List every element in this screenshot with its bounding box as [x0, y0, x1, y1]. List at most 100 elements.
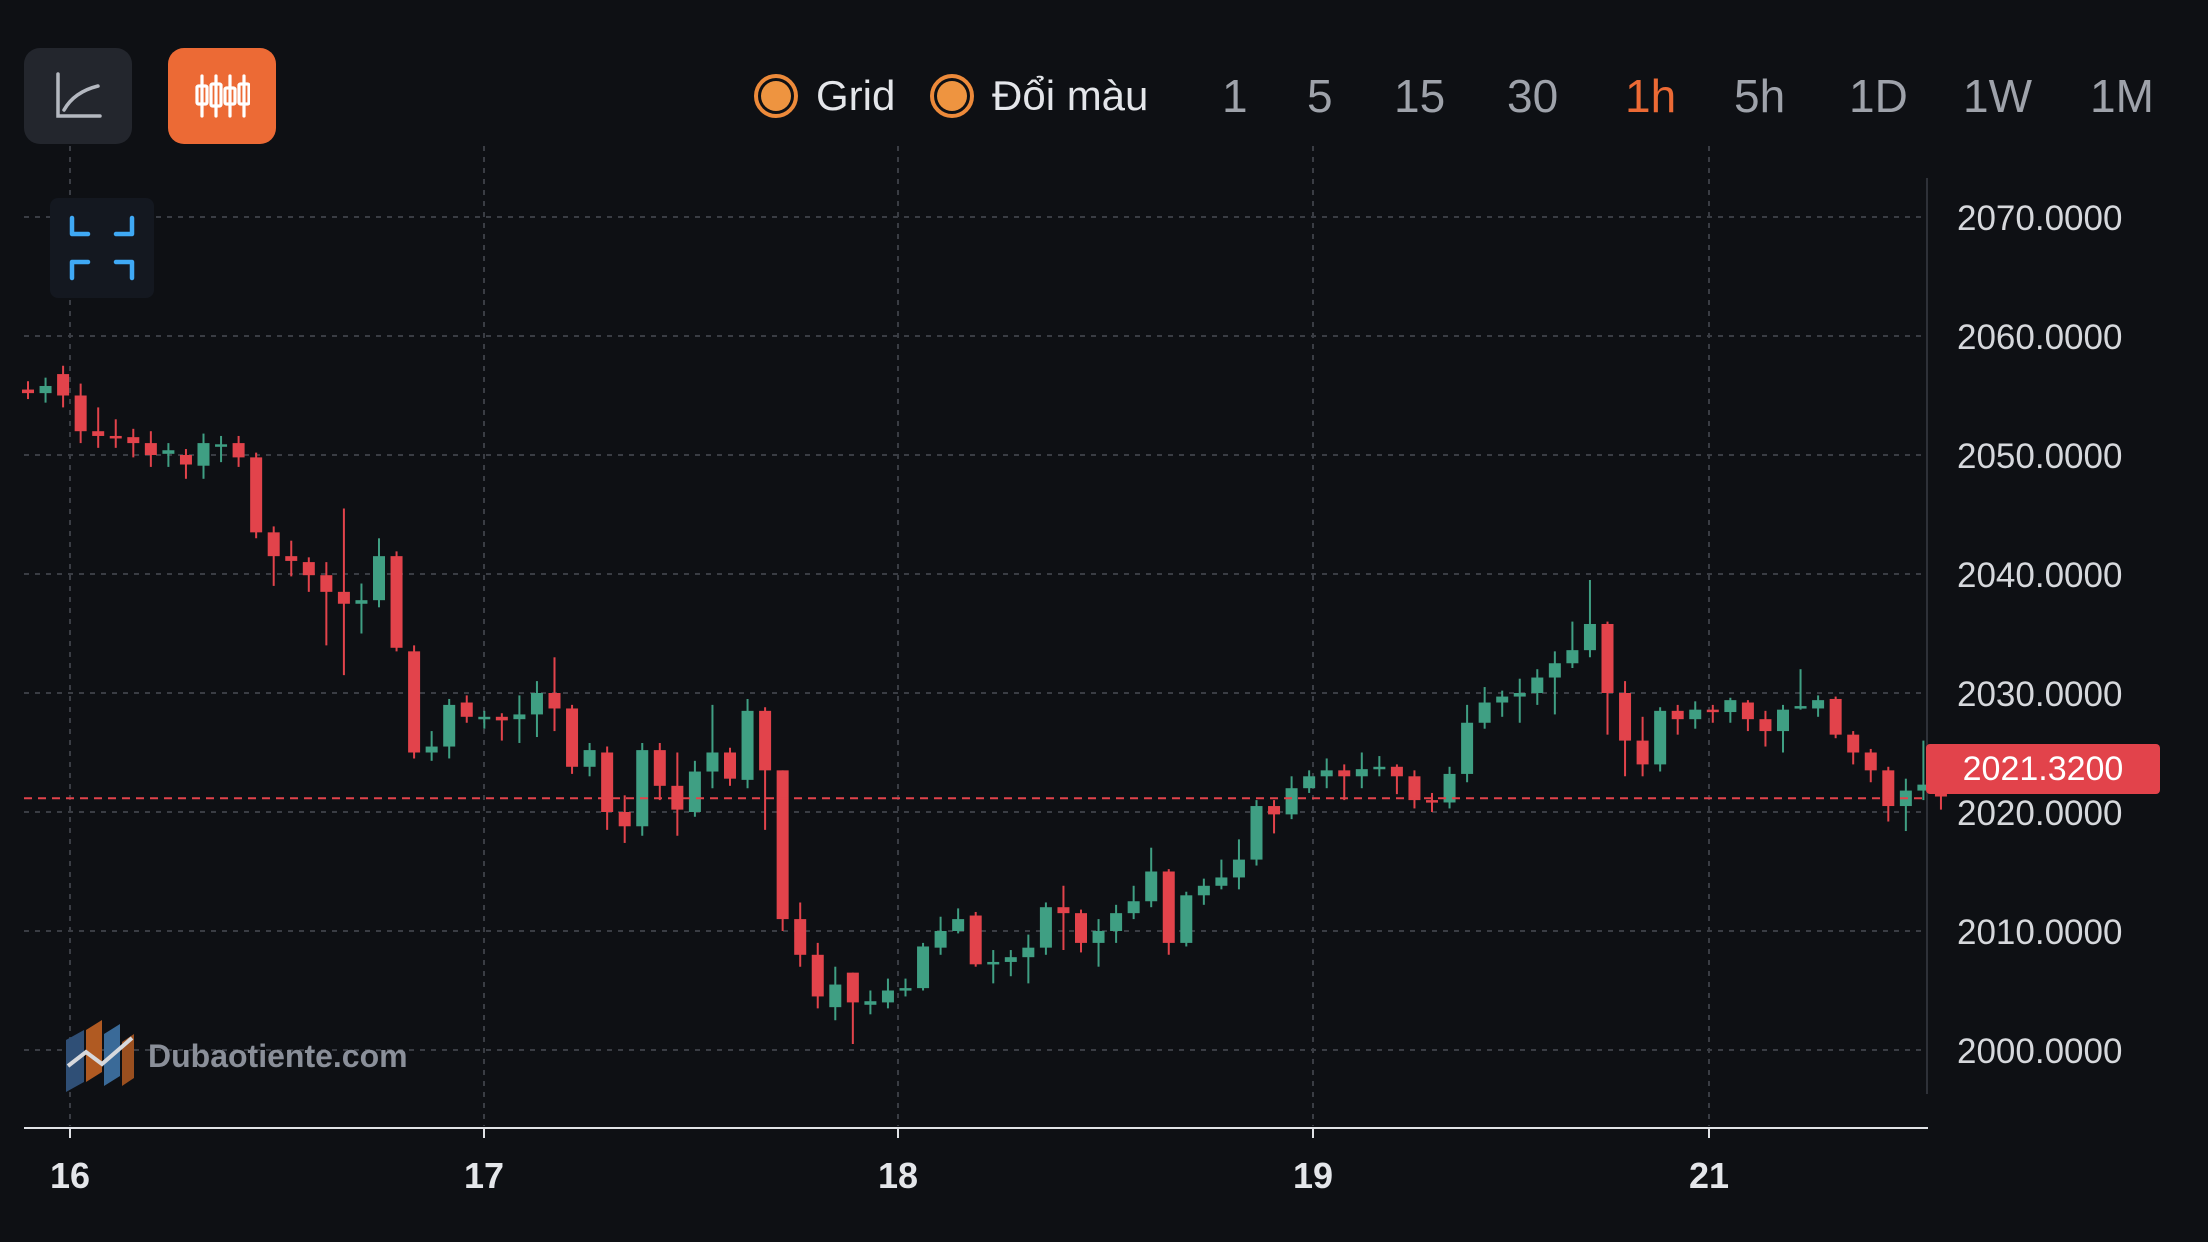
candle [636, 742, 649, 836]
candle-body [1741, 702, 1754, 720]
candle [741, 698, 754, 789]
candle-body [881, 990, 894, 1003]
candle-body [1777, 709, 1789, 732]
color-toggle-label: Đổi màu [992, 72, 1149, 119]
candle-body [1408, 776, 1421, 801]
candle [1338, 764, 1351, 801]
candle-body [776, 770, 789, 920]
candle-body [1864, 752, 1877, 771]
candle [1426, 792, 1438, 812]
chart-grid [24, 146, 1924, 1126]
candle [1303, 770, 1316, 793]
candle [1601, 621, 1614, 735]
candle-body [952, 919, 965, 931]
candle-body [1496, 696, 1509, 703]
x-tick-label: 17 [464, 1155, 504, 1196]
collapse-icon [69, 215, 135, 281]
candle [1724, 697, 1737, 723]
candle [1180, 891, 1193, 947]
timeframe-5h[interactable]: 5h [1734, 70, 1786, 122]
candle [1917, 740, 1930, 801]
timeframe-1h[interactable]: 1h [1625, 70, 1677, 122]
candle-body [1127, 901, 1140, 914]
timeframe-1[interactable]: 1 [1222, 70, 1248, 122]
candle-body [1654, 710, 1667, 765]
y-tick-label: 2010.0000 [1957, 913, 2122, 952]
candle-body [794, 919, 807, 955]
candle [846, 972, 859, 1045]
candle [285, 540, 298, 577]
candle [1829, 696, 1842, 739]
candle-body [1847, 734, 1860, 753]
candle-body [636, 750, 649, 827]
candle [794, 902, 807, 967]
candle-body [1794, 706, 1807, 709]
y-tick-label: 2070.0000 [1957, 199, 2122, 238]
candle [811, 942, 824, 1009]
candle [302, 557, 315, 592]
toolbar: Grid Đổi màu 1 5 15 30 1h 5h 1D 1W 1M [0, 0, 2208, 150]
candle [197, 433, 210, 479]
timeframe-1m[interactable]: 1M [2090, 70, 2154, 122]
candle [1057, 885, 1070, 951]
candle-body [1373, 766, 1386, 770]
candle-body [829, 984, 842, 1008]
candle-body [899, 988, 912, 991]
candle [618, 795, 631, 843]
candle [1092, 919, 1105, 967]
candle [1373, 756, 1386, 777]
candle-body [1461, 722, 1474, 774]
candle-body [425, 746, 438, 753]
candle-body [811, 954, 824, 997]
candle [92, 407, 105, 448]
watermark: Dubaotiente.com [62, 1016, 408, 1096]
grid-toggle[interactable]: Grid [754, 66, 895, 126]
dubaotiente-logo [66, 1020, 134, 1092]
candle-body [302, 562, 315, 576]
candle-body [548, 693, 561, 709]
current-price-badge: 2021.3200 [1926, 744, 2160, 794]
timeframe-1w[interactable]: 1W [1963, 70, 2032, 122]
candle [74, 383, 87, 444]
timeframe-1d[interactable]: 1D [1849, 70, 1908, 122]
fullscreen-button[interactable] [50, 198, 154, 298]
candle-body [1092, 931, 1105, 943]
color-toggle[interactable]: Đổi màu [930, 66, 1148, 126]
candle [601, 746, 614, 830]
candle-body [1039, 907, 1052, 948]
x-tick-label: 16 [50, 1155, 90, 1196]
candle [653, 742, 666, 801]
candle [215, 435, 228, 463]
candle [1197, 878, 1210, 905]
timeframe-15[interactable]: 15 [1394, 70, 1446, 122]
timeframe-30[interactable]: 30 [1507, 70, 1559, 122]
candle-body [1759, 719, 1772, 732]
candle-body [1812, 700, 1825, 709]
timeframe-5[interactable]: 5 [1307, 70, 1333, 122]
candle [1408, 770, 1421, 809]
y-tick-label: 2020.0000 [1957, 794, 2122, 833]
candle-body [460, 702, 473, 717]
candlestick-button[interactable] [168, 48, 276, 144]
candle-body [1180, 895, 1193, 943]
candle-body [601, 752, 614, 812]
candle-body [92, 431, 105, 436]
candle-body [987, 961, 1000, 965]
candle [1478, 687, 1491, 729]
candle-body [1601, 623, 1614, 693]
candle-body [1619, 693, 1632, 741]
candle-body [846, 972, 859, 1003]
candle-body [1197, 885, 1210, 896]
candle [513, 695, 526, 743]
candle-body [144, 443, 157, 455]
grid-toggle-label: Grid [816, 72, 896, 119]
candle-body [1145, 871, 1158, 902]
candle-body [1250, 806, 1263, 860]
line-chart-button[interactable] [24, 48, 132, 144]
x-tick-label: 19 [1293, 1155, 1333, 1196]
candle-body [688, 771, 701, 812]
candle-body [1285, 788, 1298, 815]
candle [1232, 839, 1245, 890]
candle [776, 770, 789, 931]
